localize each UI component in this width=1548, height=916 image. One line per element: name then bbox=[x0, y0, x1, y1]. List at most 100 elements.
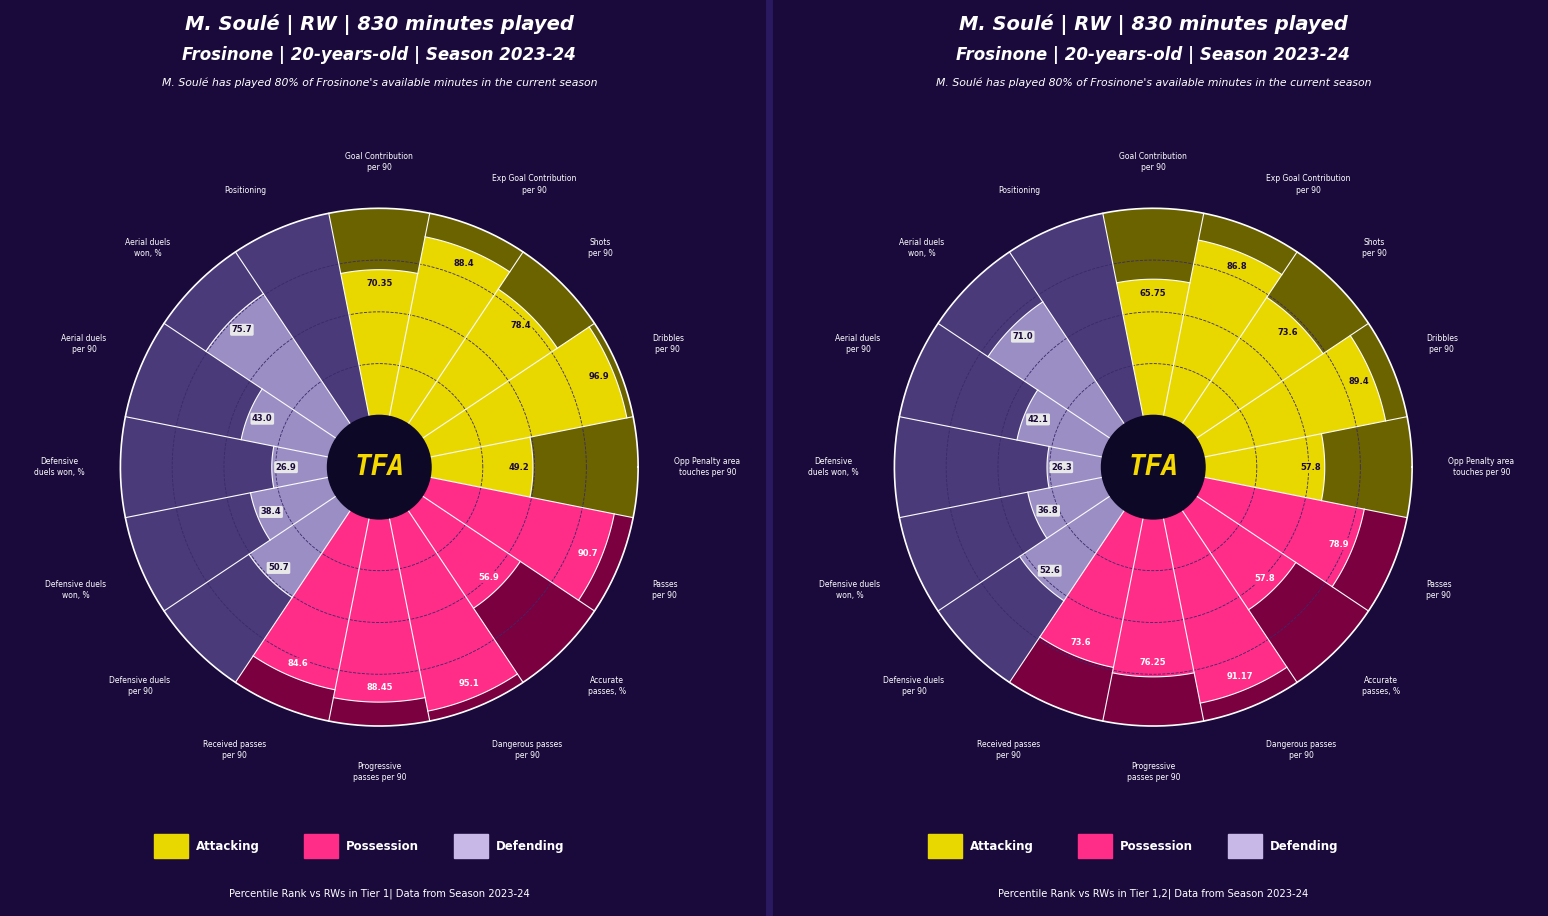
Polygon shape bbox=[254, 510, 368, 690]
Circle shape bbox=[1102, 415, 1204, 519]
Polygon shape bbox=[1198, 213, 1297, 275]
Text: 36.8: 36.8 bbox=[1037, 507, 1059, 515]
Text: 84.6: 84.6 bbox=[288, 660, 308, 668]
Polygon shape bbox=[579, 514, 633, 611]
Text: Accurate
passes, %: Accurate passes, % bbox=[1362, 676, 1399, 696]
Text: Percentile Rank vs RWs in Tier 1,2| Data from Season 2023-24: Percentile Rank vs RWs in Tier 1,2| Data… bbox=[998, 889, 1308, 899]
Polygon shape bbox=[426, 213, 523, 272]
Text: 73.6: 73.6 bbox=[1070, 638, 1091, 648]
Text: Aerial duels
per 90: Aerial duels per 90 bbox=[62, 334, 107, 354]
Text: 75.7: 75.7 bbox=[232, 325, 252, 334]
Polygon shape bbox=[1017, 390, 1110, 457]
Polygon shape bbox=[430, 437, 533, 497]
Text: 73.6: 73.6 bbox=[1277, 328, 1297, 337]
Text: M. Soulé | RW | 830 minutes played: M. Soulé | RW | 830 minutes played bbox=[184, 14, 574, 35]
Text: 76.25: 76.25 bbox=[1139, 658, 1167, 667]
Text: 71.0: 71.0 bbox=[1012, 333, 1033, 341]
Polygon shape bbox=[1102, 673, 1204, 726]
Text: Dribbles
per 90: Dribbles per 90 bbox=[1426, 334, 1458, 354]
Polygon shape bbox=[328, 698, 430, 726]
Polygon shape bbox=[235, 213, 368, 424]
Polygon shape bbox=[241, 389, 336, 457]
Text: M. Soulé | RW | 830 minutes played: M. Soulé | RW | 830 minutes played bbox=[958, 14, 1348, 35]
Polygon shape bbox=[1204, 433, 1325, 501]
Text: Aerial duels
per 90: Aerial duels per 90 bbox=[836, 334, 881, 354]
Polygon shape bbox=[390, 510, 517, 711]
Polygon shape bbox=[895, 417, 1050, 518]
Polygon shape bbox=[390, 237, 509, 424]
Polygon shape bbox=[1266, 252, 1368, 354]
Text: Progressive
passes per 90: Progressive passes per 90 bbox=[1127, 762, 1180, 782]
Text: 91.17: 91.17 bbox=[1226, 671, 1254, 681]
Text: 88.4: 88.4 bbox=[454, 259, 474, 267]
Text: 95.1: 95.1 bbox=[458, 680, 480, 688]
Text: Passes
per 90: Passes per 90 bbox=[1426, 580, 1452, 600]
Polygon shape bbox=[333, 518, 426, 702]
Polygon shape bbox=[1102, 208, 1204, 283]
Text: Passes
per 90: Passes per 90 bbox=[652, 580, 678, 600]
Polygon shape bbox=[409, 289, 557, 439]
Text: Defensive duels
per 90: Defensive duels per 90 bbox=[110, 676, 170, 696]
Polygon shape bbox=[498, 252, 594, 348]
Text: 26.3: 26.3 bbox=[1051, 463, 1071, 472]
Text: Goal Contribution
per 90: Goal Contribution per 90 bbox=[1119, 152, 1187, 172]
Polygon shape bbox=[125, 323, 262, 440]
Polygon shape bbox=[235, 656, 334, 721]
Text: Possession: Possession bbox=[345, 840, 420, 853]
Polygon shape bbox=[474, 562, 594, 682]
Text: Progressive
passes per 90: Progressive passes per 90 bbox=[353, 762, 406, 782]
Polygon shape bbox=[341, 269, 418, 417]
Polygon shape bbox=[206, 294, 350, 439]
Text: Defending: Defending bbox=[495, 840, 565, 853]
Text: Dribbles
per 90: Dribbles per 90 bbox=[652, 334, 684, 354]
Text: 56.9: 56.9 bbox=[478, 572, 500, 582]
Polygon shape bbox=[251, 477, 336, 540]
Text: Attacking: Attacking bbox=[195, 840, 260, 853]
Text: Exp Goal Contribution
per 90: Exp Goal Contribution per 90 bbox=[492, 174, 576, 194]
Polygon shape bbox=[1046, 446, 1102, 488]
Text: Accurate
passes, %: Accurate passes, % bbox=[588, 676, 625, 696]
Text: M. Soulé has played 80% of Frosinone's available minutes in the current season: M. Soulé has played 80% of Frosinone's a… bbox=[935, 78, 1372, 88]
Polygon shape bbox=[938, 556, 1063, 682]
Text: 26.9: 26.9 bbox=[276, 463, 296, 472]
Polygon shape bbox=[423, 477, 615, 600]
Text: Shots
per 90: Shots per 90 bbox=[588, 238, 613, 258]
Polygon shape bbox=[1350, 323, 1407, 421]
Polygon shape bbox=[529, 417, 638, 518]
Text: Opp Penalty area
touches per 90: Opp Penalty area touches per 90 bbox=[1449, 457, 1514, 477]
Text: 70.35: 70.35 bbox=[365, 279, 393, 289]
Text: 49.2: 49.2 bbox=[508, 463, 529, 472]
Text: 89.4: 89.4 bbox=[1348, 377, 1370, 387]
Text: Attacking: Attacking bbox=[969, 840, 1034, 853]
Polygon shape bbox=[1040, 510, 1142, 668]
Text: Goal Contribution
per 90: Goal Contribution per 90 bbox=[345, 152, 413, 172]
Text: 52.6: 52.6 bbox=[1039, 566, 1060, 575]
Polygon shape bbox=[1164, 510, 1286, 703]
Polygon shape bbox=[590, 323, 633, 418]
Polygon shape bbox=[1113, 518, 1194, 677]
Polygon shape bbox=[328, 208, 430, 274]
Polygon shape bbox=[1183, 496, 1296, 610]
Text: Exp Goal Contribution
per 90: Exp Goal Contribution per 90 bbox=[1266, 174, 1350, 194]
Text: Defensive duels
won, %: Defensive duels won, % bbox=[45, 580, 107, 600]
Text: 86.8: 86.8 bbox=[1226, 262, 1246, 271]
Polygon shape bbox=[272, 446, 328, 488]
Text: 50.7: 50.7 bbox=[268, 563, 289, 572]
Text: Aerial duels
won, %: Aerial duels won, % bbox=[899, 238, 944, 258]
Polygon shape bbox=[938, 252, 1043, 356]
Polygon shape bbox=[1200, 667, 1297, 721]
Text: 57.8: 57.8 bbox=[1300, 463, 1320, 472]
Text: Defensive
duels won, %: Defensive duels won, % bbox=[808, 457, 858, 477]
Text: Defensive duels
per 90: Defensive duels per 90 bbox=[884, 676, 944, 696]
Polygon shape bbox=[1333, 509, 1407, 611]
Text: Received passes
per 90: Received passes per 90 bbox=[977, 740, 1040, 760]
Text: 38.4: 38.4 bbox=[260, 507, 282, 517]
Text: Received passes
per 90: Received passes per 90 bbox=[203, 740, 266, 760]
Text: 65.75: 65.75 bbox=[1139, 289, 1167, 298]
Polygon shape bbox=[121, 417, 274, 518]
Polygon shape bbox=[125, 493, 269, 611]
Polygon shape bbox=[1249, 562, 1368, 682]
Polygon shape bbox=[423, 327, 627, 457]
Text: Positioning: Positioning bbox=[224, 186, 266, 194]
Polygon shape bbox=[164, 554, 293, 682]
